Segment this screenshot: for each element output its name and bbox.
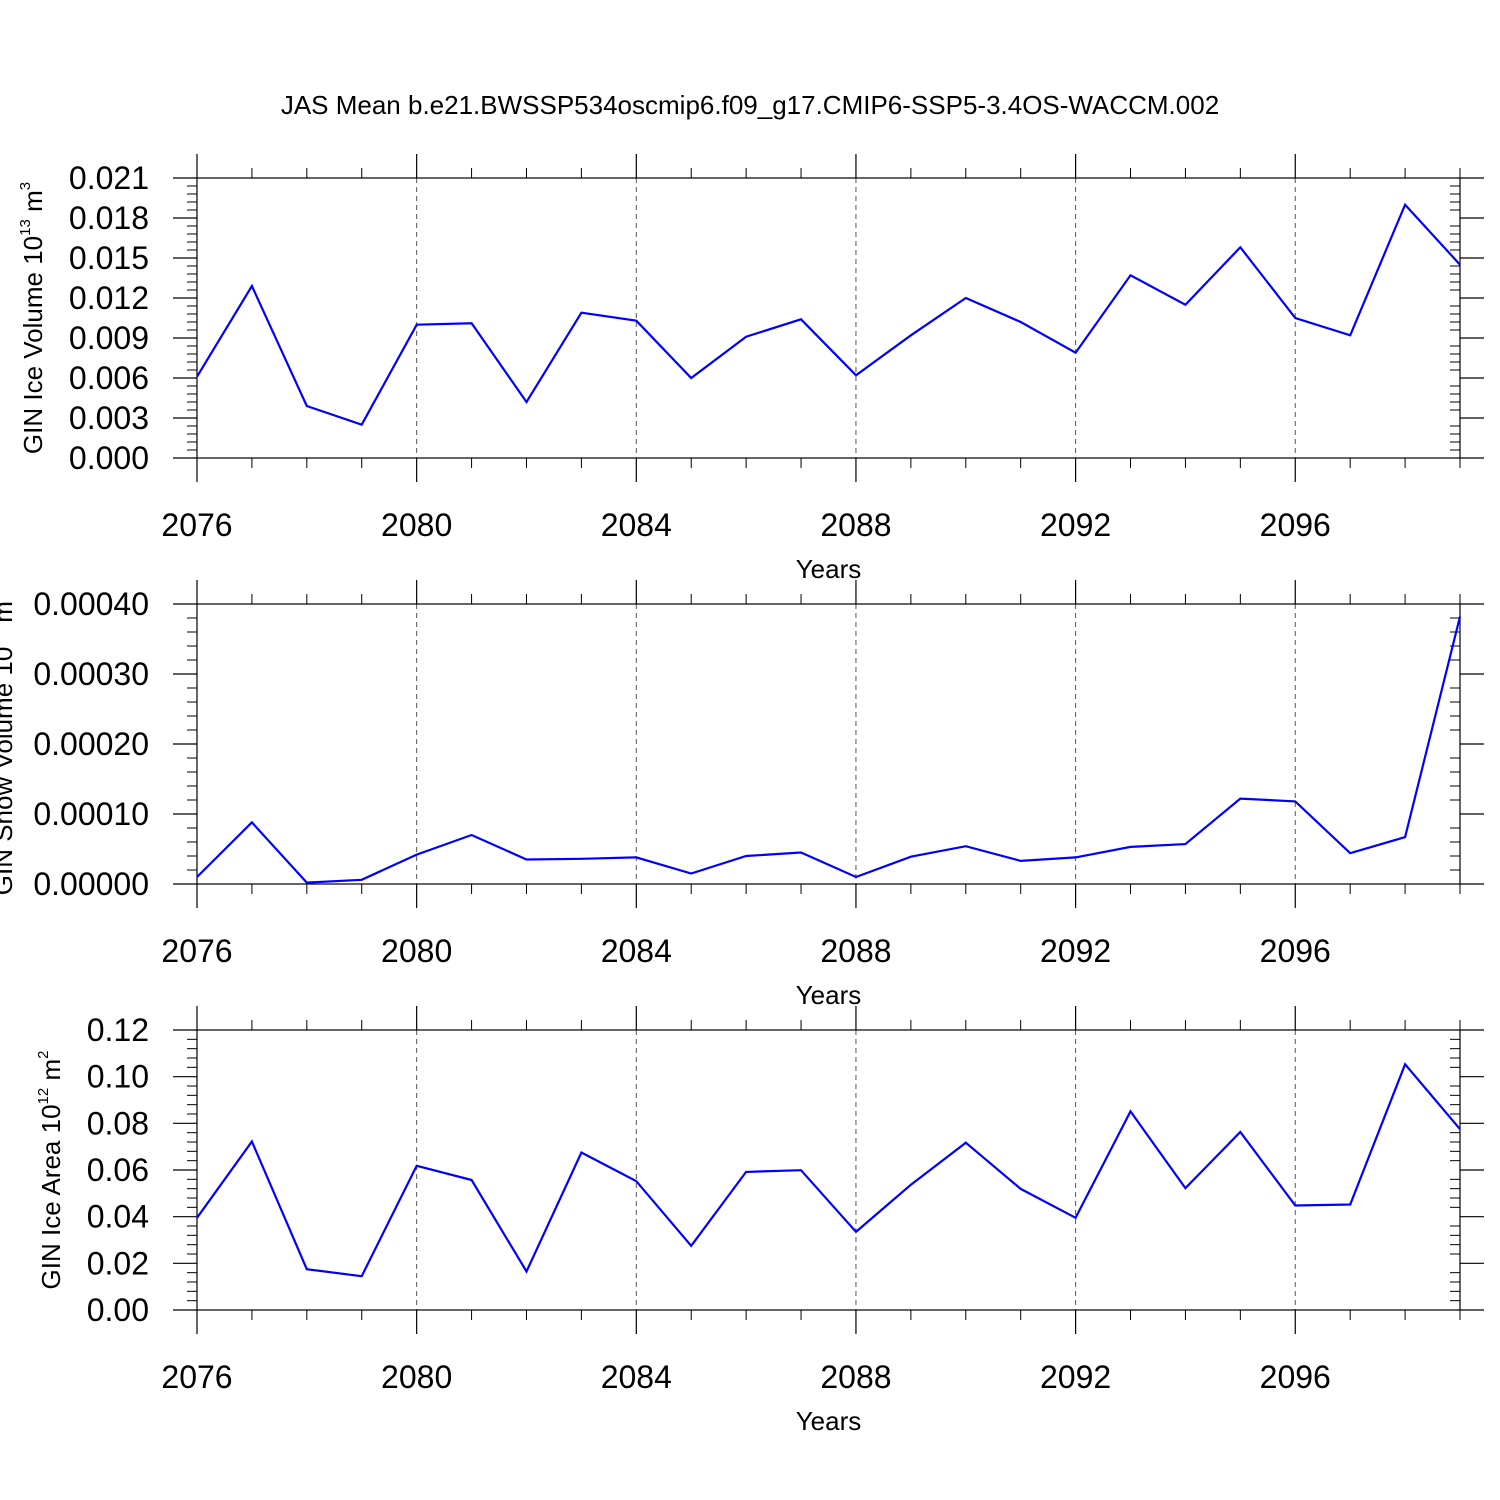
y-tick-label: 0.00000: [33, 866, 149, 902]
data-series-line: [196, 616, 1462, 884]
x-tick-label: 2088: [820, 933, 891, 969]
y-tick-label: 0.009: [69, 320, 149, 356]
x-tick-label: 2080: [381, 933, 452, 969]
x-tick-label: 2076: [161, 1359, 232, 1395]
chart-panel-3: 2076 2080 2084 2088 2092 2096 Years 0.00 0.02 0.0…: [35, 1006, 1484, 1436]
y-tick-label: 0.000: [69, 440, 149, 476]
y-tick-label: 0.00010: [33, 796, 149, 832]
x-tick-label: 2080: [381, 1359, 452, 1395]
x-tick-label: 2080: [381, 507, 452, 543]
x-axis-title: Years: [796, 1406, 862, 1436]
x-tick-label: 2084: [601, 507, 672, 543]
y-tick-label: 0.006: [69, 360, 149, 396]
y-tick-label: 0.04: [87, 1199, 149, 1235]
chart-title: JAS Mean b.e21.BWSSP534oscmip6.f09_g17.C…: [281, 90, 1219, 120]
x-tick-label: 2092: [1040, 933, 1111, 969]
data-series-line: [196, 202, 1461, 427]
y-tick-label: 0.00040: [33, 586, 149, 622]
x-tick-label: 2088: [820, 1359, 891, 1395]
x-tick-label: 2096: [1260, 1359, 1331, 1395]
y-tick-label: 0.02: [87, 1245, 149, 1281]
x-tick-label: 2088: [820, 507, 891, 543]
x-tick-label: 2096: [1260, 933, 1331, 969]
x-tick-label: 2076: [161, 933, 232, 969]
y-tick-label: 0.06: [87, 1152, 149, 1188]
x-tick-label: 2084: [601, 933, 672, 969]
y-tick-label: 0.00020: [33, 726, 149, 762]
x-tick-label: 2084: [601, 1359, 672, 1395]
y-tick-label: 0.012: [69, 280, 149, 316]
x-axis-title: Years: [796, 554, 862, 584]
x-tick-label: 2092: [1040, 507, 1111, 543]
y-tick-label: 0.08: [87, 1105, 149, 1141]
plot-frame: [196, 177, 1461, 459]
y-axis-title: GIN Snow Volume 1013 m3: [0, 593, 18, 896]
x-tick-label: 2096: [1260, 507, 1331, 543]
chart-panel-2: 2076 2080 2084 2088 2092 2096 Years 0.00000 0.00…: [0, 580, 1484, 1010]
y-axis-title: GIN Ice Volume 1013 m3: [17, 182, 48, 454]
chart-panel-1: 2076 2080 2084 2088 2092 2096 Years 0.000 0.003 0…: [17, 154, 1484, 584]
y-tick-label: 0.00: [87, 1292, 149, 1328]
y-tick-label: 0.12: [87, 1012, 149, 1048]
y-tick-label: 0.018: [69, 200, 149, 236]
x-tick-label: 2076: [161, 507, 232, 543]
data-series-line: [196, 1062, 1461, 1278]
y-axis-title: GIN Ice Area 1012 m2: [35, 1051, 66, 1290]
x-axis-title: Years: [796, 980, 862, 1010]
y-tick-label: 0.00030: [33, 656, 149, 692]
y-tick-label: 0.015: [69, 240, 149, 276]
x-tick-label: 2092: [1040, 1359, 1111, 1395]
y-tick-label: 0.10: [87, 1059, 149, 1095]
y-tick-label: 0.003: [69, 400, 149, 436]
y-tick-label: 0.021: [69, 160, 149, 196]
